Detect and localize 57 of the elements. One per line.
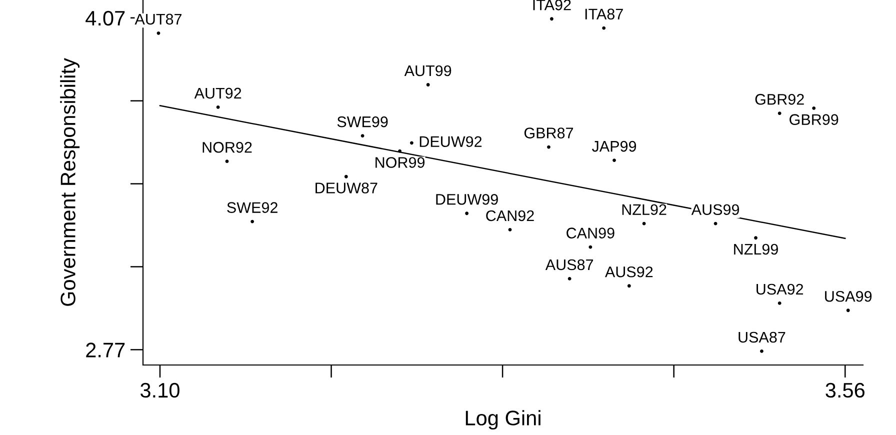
point [568,277,572,280]
data-label: AUS99 [691,204,740,216]
data-label: AUT99 [404,65,452,76]
data-label: GBR92 [755,94,804,105]
data-label: GBR99 [790,114,838,125]
point [642,222,646,226]
data-label: AUS92 [604,266,653,278]
point [714,222,718,226]
x-axis-title: Log Gini [466,410,540,430]
point [426,83,430,86]
point [410,141,414,145]
data-label: NOR99 [376,157,425,168]
point [778,112,782,116]
point [778,302,782,305]
point [360,134,364,138]
point [398,149,402,153]
data-label: CAN92 [486,210,534,222]
point [602,26,606,30]
data-label: NZL92 [622,204,666,216]
point [547,145,550,149]
point [250,220,254,224]
x-tick-label: 3.56 [826,382,864,398]
point [612,158,616,162]
point [846,308,850,312]
point [216,106,220,109]
y-tick-label: 2.77 [86,342,125,358]
data-label: NOR92 [202,142,252,153]
data-label: GBR87 [524,128,574,138]
point [156,31,160,35]
point [550,17,554,21]
data-label: USA87 [738,332,786,343]
data-label: AUS87 [545,259,594,270]
data-label: USA99 [825,290,872,302]
point [627,284,631,288]
data-label: DEUW87 [316,182,378,194]
point [465,212,469,216]
x-tick-label: 3.10 [140,382,180,398]
data-label: CAN99 [566,228,614,238]
point [754,236,758,240]
y-tick-label: 4.07 [86,10,125,26]
data-label: AUT87 [134,14,182,25]
point [812,106,816,110]
data-label: DEUW99 [436,194,498,205]
y-axis-title: Government Responsibility [60,58,80,306]
point [760,350,764,353]
point [588,245,592,249]
data-label: SWE99 [337,116,388,128]
point [225,160,229,164]
data-label: ITA87 [585,8,623,20]
data-label: NZL99 [734,244,778,255]
point [344,174,348,178]
data-label: JAP99 [592,140,636,152]
data-label: USA92 [756,284,804,295]
data-label: DEUW92 [420,136,482,148]
point [508,228,512,232]
data-label: AUT92 [194,88,242,99]
data-label: SWE92 [227,202,278,213]
